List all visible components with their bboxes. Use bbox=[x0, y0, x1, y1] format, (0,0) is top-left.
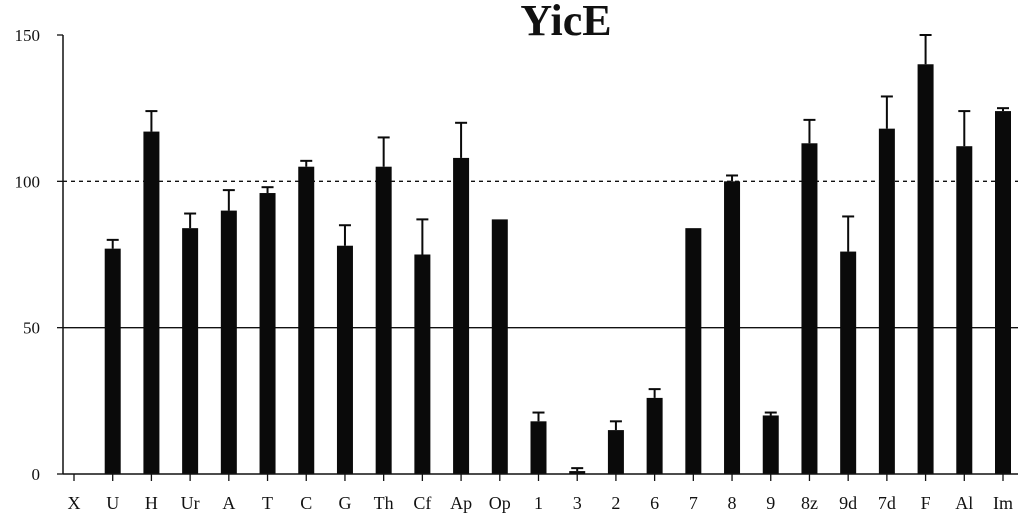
x-tick-label-7: 7 bbox=[689, 493, 698, 513]
x-tick-label-ur: Ur bbox=[181, 493, 200, 513]
x-tick-label-8z: 8z bbox=[801, 493, 818, 513]
bar-8z bbox=[801, 143, 818, 474]
bar-6 bbox=[646, 397, 663, 474]
x-tick-label-7d: 7d bbox=[878, 493, 896, 513]
y-tick-label: 50 bbox=[23, 319, 40, 338]
bar-9 bbox=[762, 415, 779, 474]
reference-lines bbox=[63, 180, 1018, 329]
x-tick-label-8: 8 bbox=[728, 493, 737, 513]
x-tick-label-9d: 9d bbox=[839, 493, 857, 513]
bar-a bbox=[220, 210, 237, 474]
bar-op bbox=[491, 219, 508, 474]
bar-1 bbox=[530, 421, 547, 474]
x-tick-label-u: U bbox=[106, 493, 119, 513]
bar-ur bbox=[182, 228, 199, 474]
x-tick-label-th: Th bbox=[374, 493, 394, 513]
x-tick-label-cf: Cf bbox=[413, 493, 431, 513]
bar-9d bbox=[840, 251, 857, 474]
x-tick-label-c: C bbox=[300, 493, 312, 513]
x-tick-label-ap: Ap bbox=[450, 493, 472, 513]
x-tick-label-a: A bbox=[222, 493, 235, 513]
bar-th bbox=[375, 166, 392, 474]
x-tick-label-3: 3 bbox=[573, 493, 582, 513]
x-tick-labels: X U H Ur A T C G Th Cf Ap Op 1 3 2 6 7 8 9 8z 9d 7d F Al Im bbox=[68, 493, 1014, 513]
x-tick-label-im: Im bbox=[993, 493, 1013, 513]
y-tick-labels: 0 50 100 150 bbox=[15, 26, 41, 484]
chart-title: YicE bbox=[520, 0, 611, 45]
bar-ap bbox=[453, 157, 470, 475]
x-tick-label-f: F bbox=[921, 493, 931, 513]
x-tick-label-h: H bbox=[145, 493, 158, 513]
bar-t bbox=[259, 193, 276, 475]
bar-al bbox=[956, 146, 973, 475]
bar-f bbox=[917, 64, 934, 475]
bar-7 bbox=[685, 228, 702, 474]
bar-8 bbox=[724, 181, 741, 475]
x-tick-label-t: T bbox=[262, 493, 273, 513]
bar-3 bbox=[569, 471, 586, 474]
y-tick-label: 100 bbox=[15, 172, 41, 191]
x-tick-label-6: 6 bbox=[650, 493, 659, 513]
error-bars-group bbox=[106, 34, 1009, 472]
bars-group bbox=[104, 64, 1011, 475]
bar-c bbox=[298, 166, 315, 474]
bar-7d bbox=[878, 128, 895, 475]
x-tick-label-al: Al bbox=[955, 493, 973, 513]
y-tick-label: 150 bbox=[15, 26, 41, 45]
bar-im bbox=[995, 111, 1011, 475]
bar-u bbox=[104, 248, 121, 474]
axes-group bbox=[57, 34, 1018, 481]
x-tick-label-9: 9 bbox=[766, 493, 775, 513]
bar-g bbox=[336, 245, 353, 474]
bar-2 bbox=[607, 430, 624, 474]
y-tick-label: 0 bbox=[32, 465, 41, 484]
x-tick-label-2: 2 bbox=[611, 493, 620, 513]
bar-h bbox=[143, 131, 160, 474]
x-tick-label-x: X bbox=[68, 493, 81, 513]
x-tick-label-1: 1 bbox=[534, 493, 543, 513]
bar-cf bbox=[414, 254, 431, 474]
x-tick-label-g: G bbox=[338, 493, 351, 513]
x-tick-label-op: Op bbox=[489, 493, 511, 513]
